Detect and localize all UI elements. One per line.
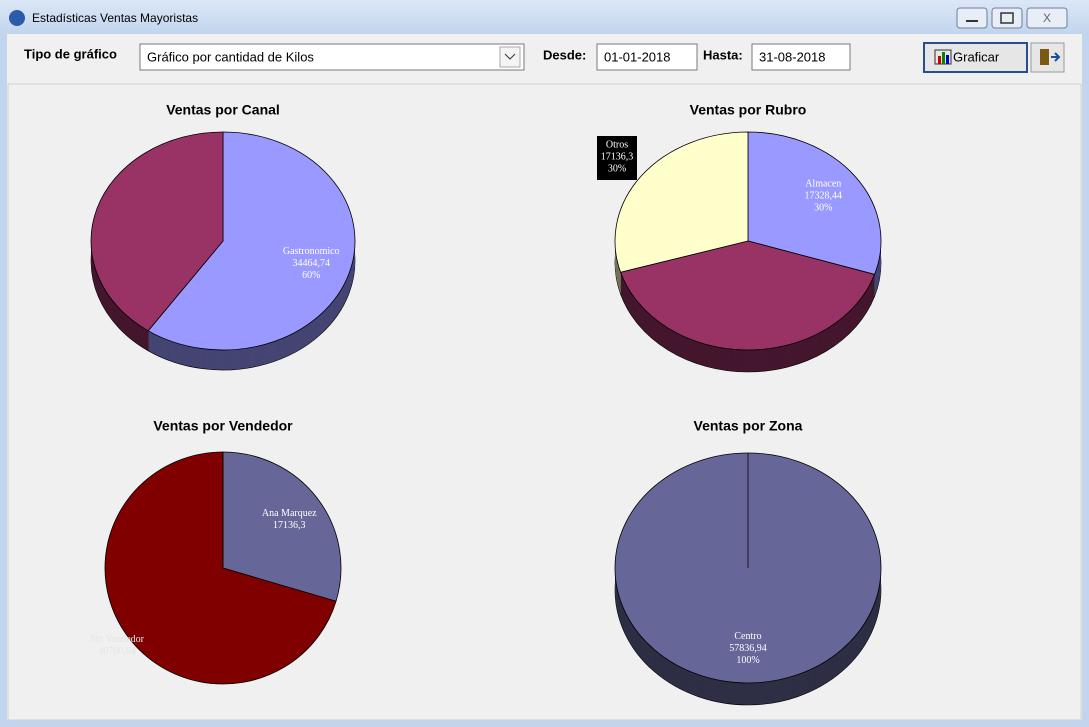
to-value: 31-08-2018 (759, 49, 826, 64)
chart-title: Ventas por Vendedor (153, 418, 293, 434)
from-label: Desde: (543, 47, 586, 62)
plot-button[interactable] (923, 42, 1028, 73)
pie-slice (747, 131, 882, 275)
slice-label: 100% (736, 655, 759, 666)
slice-label: 60% (302, 270, 320, 281)
close-button[interactable] (1026, 7, 1068, 29)
to-label: Hasta: (703, 47, 743, 62)
type-label: Tipo de gráfico (24, 46, 117, 61)
slice-label: Gastronomico (283, 246, 340, 257)
svg-text:X: X (1043, 11, 1051, 25)
slice-label: 17136,3 (601, 151, 634, 162)
app-icon (9, 10, 25, 26)
pie-slice (147, 131, 356, 351)
select-arrow[interactable] (499, 46, 521, 68)
slice-label: Otros (606, 139, 628, 150)
title-bar (0, 0, 1089, 34)
slice-label: 17136,3 (273, 520, 306, 531)
label-box (597, 136, 637, 180)
slice-label: Ana Marquez (262, 508, 317, 519)
minimize-button[interactable] (956, 7, 988, 29)
slice-label: 40700,64 (98, 646, 136, 657)
pie-slice (620, 240, 876, 351)
plot-button-label: Graficar (953, 49, 1000, 64)
type-select[interactable] (139, 43, 525, 71)
chart-title: Ventas por Zona (694, 418, 803, 434)
slice-label: 17328,44 (805, 190, 843, 201)
type-value: Gráfico por cantidad de Kilos (147, 49, 314, 64)
slice-label: Centro (734, 631, 761, 642)
slice-label: Sin Vendedor (90, 634, 145, 645)
to-input[interactable] (751, 43, 851, 71)
chart-title: Ventas por Canal (166, 102, 280, 118)
pie-slice (222, 451, 342, 602)
slice-label: 34464,74 (292, 258, 330, 269)
pie-slice (104, 451, 337, 685)
from-input[interactable] (596, 43, 698, 71)
slice-label: 57836,94 (729, 643, 767, 654)
maximize-button[interactable] (991, 7, 1023, 29)
slice-label: Almacen (805, 178, 841, 189)
pie-slice (90, 131, 224, 332)
pie-slice (614, 131, 749, 273)
slice-label: 30% (814, 202, 832, 213)
slice-label: 30% (608, 163, 626, 174)
from-value: 01-01-2018 (604, 49, 671, 64)
window-title: Estadísticas Ventas Mayoristas (32, 11, 198, 25)
chart-title: Ventas por Rubro (690, 102, 807, 118)
